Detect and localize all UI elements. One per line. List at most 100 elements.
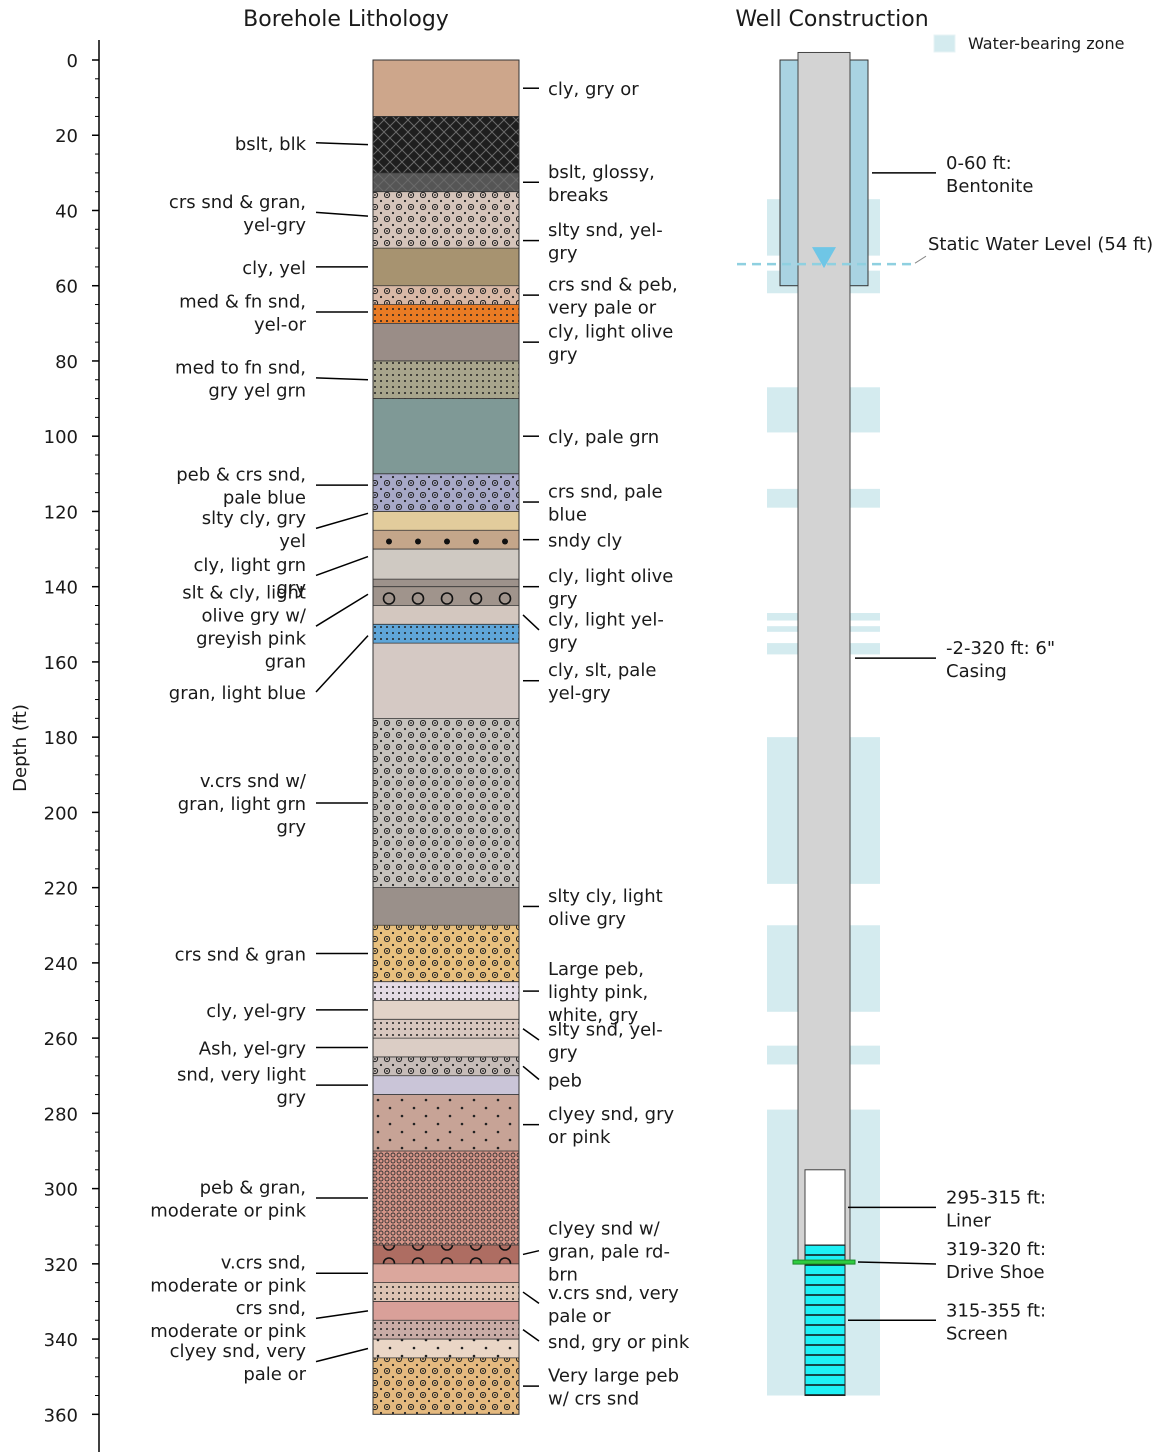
- lithology-leader-line: [523, 1066, 539, 1079]
- lithology-layer-pattern: [373, 1095, 519, 1151]
- lithology-label: gran, light grn: [178, 794, 306, 815]
- lithology-label: cly, yel-gry: [206, 1001, 306, 1022]
- liner-label: 295-315 ft:: [946, 1187, 1046, 1208]
- lithology-layer: [373, 1038, 519, 1057]
- y-tick-label: 240: [44, 954, 78, 975]
- lithology-layer: [373, 60, 519, 116]
- y-tick-label: 0: [67, 51, 78, 72]
- lithology-label: pale blue: [223, 488, 306, 509]
- lithology-label: v.crs snd, very: [548, 1283, 679, 1304]
- lithology-layer: [373, 1264, 519, 1283]
- lithology-label: sndy cly: [548, 531, 622, 552]
- lithology-label: peb & crs snd,: [176, 465, 306, 486]
- lithology-leader-line: [316, 212, 368, 216]
- lithology-layer: [373, 399, 519, 474]
- static-water-level-label: Static Water Level (54 ft): [928, 234, 1153, 255]
- lithology-layer-pattern: [373, 173, 519, 192]
- lithology-label: very pale or: [548, 298, 657, 319]
- lithology-layer-pattern: [373, 718, 519, 887]
- screen: [805, 1245, 845, 1395]
- y-tick-label: 20: [55, 126, 78, 147]
- lithology-label: or pink: [548, 1127, 611, 1148]
- lithology-leader-line: [523, 1251, 539, 1255]
- lithology-label: cly, light olive: [548, 566, 673, 587]
- lithology-label: snd, gry or pink: [548, 1332, 690, 1353]
- lithology-label: cly, light grn: [193, 555, 306, 576]
- lithology-leader-line: [316, 1348, 368, 1361]
- lithology-label: slt & cly, light: [182, 583, 306, 604]
- lithology-label: v.crs snd w/: [200, 771, 307, 792]
- lithology-label: crs snd & gran,: [169, 192, 306, 213]
- y-tick-label: 340: [44, 1330, 78, 1351]
- lithology-label: lighty pink,: [548, 982, 648, 1003]
- lithology-layer: [373, 1076, 519, 1095]
- lithology-layer-pattern: [373, 1057, 519, 1076]
- y-tick-label: 300: [44, 1180, 78, 1201]
- lithology-label: gran: [265, 652, 306, 673]
- lithology-layer-pattern: [373, 192, 519, 248]
- y-tick-label: 100: [44, 427, 78, 448]
- lithology-label: gry yel grn: [208, 380, 306, 401]
- bentonite-label: 0-60 ft:: [946, 153, 1012, 174]
- lithology-label: olive gry: [548, 909, 626, 930]
- lithology-label: bslt, blk: [235, 134, 307, 155]
- lithology-label: yel-or: [254, 315, 307, 336]
- lithology-label: gry: [548, 243, 578, 264]
- lithology-label: crs snd & gran: [175, 944, 306, 965]
- lithology-layer-pattern: [373, 305, 519, 324]
- lithology-layer-pattern: [373, 982, 519, 1001]
- lithology-leader-line: [523, 615, 539, 630]
- lithology-label: bslt, glossy,: [548, 162, 655, 183]
- lithology-label: v.crs snd,: [221, 1253, 306, 1274]
- lithology-label: olive gry w/: [202, 606, 307, 627]
- water-level-arrow: [915, 256, 926, 263]
- lithology-layer-pattern: [373, 116, 519, 172]
- lithology-leader-line: [316, 378, 368, 380]
- y-tick-label: 260: [44, 1029, 78, 1050]
- depth-axis: 0 20 40 60 80 100 120 140 160 180 200 220 240 260 280 3…: [44, 40, 99, 1452]
- lithology-label: gry: [277, 1088, 307, 1109]
- lithology-layer-pattern: [373, 1283, 519, 1302]
- lithology-label: slty cly, light: [548, 886, 663, 907]
- lithology-label: gran, light blue: [169, 683, 306, 704]
- lithology-label: gry: [548, 589, 578, 610]
- lithology-layer-pattern: [373, 474, 519, 512]
- lithology-layer-pattern: [373, 1358, 519, 1414]
- lithology-leader-line: [523, 1330, 539, 1341]
- lithology-label: cly, gry or: [548, 79, 639, 100]
- y-tick-label: 60: [55, 277, 78, 298]
- lithology-leader-line: [523, 1029, 539, 1040]
- lithology-label: greyish pink: [196, 629, 307, 650]
- lithology-layer: [373, 643, 519, 718]
- y-tick-label: 320: [44, 1255, 78, 1276]
- y-tick-label: 220: [44, 879, 78, 900]
- lithology-label: gran, pale rd-: [548, 1242, 670, 1263]
- lithology-label: snd, very light: [177, 1065, 306, 1086]
- y-tick-label: 160: [44, 653, 78, 674]
- lithology-label: med & fn snd,: [179, 292, 306, 313]
- lithology-column: [373, 60, 519, 1414]
- y-tick-label: 80: [55, 352, 78, 373]
- screen-label: 315-355 ft:: [946, 1300, 1046, 1321]
- lithology-label: yel-gry: [243, 215, 306, 236]
- casing-label: Casing: [946, 661, 1007, 682]
- lithology-leader-line: [523, 1292, 539, 1303]
- y-tick-label: 200: [44, 803, 78, 824]
- lithology-layer-pattern: [373, 530, 519, 549]
- lithology-layer: [373, 1301, 519, 1320]
- lithology-leader-line: [316, 594, 368, 626]
- legend-label: Water-bearing zone: [968, 34, 1124, 53]
- drive-shoe-label: Drive Shoe: [946, 1262, 1045, 1283]
- lithology-label: crs snd & peb,: [548, 275, 678, 296]
- lithology-layer-pattern: [373, 1245, 519, 1264]
- lithology-label: clyey snd w/: [548, 1219, 661, 1240]
- construction-title: Well Construction: [735, 7, 928, 32]
- lithology-label: pale or: [548, 1306, 611, 1327]
- bentonite-label: Bentonite: [946, 176, 1033, 197]
- lithology-label: med to fn snd,: [175, 357, 306, 378]
- drive-shoe: [793, 1260, 855, 1264]
- liner: [805, 1170, 845, 1245]
- lithology-layer-pattern: [373, 624, 519, 643]
- lithology-label: clyey snd, very: [170, 1341, 307, 1362]
